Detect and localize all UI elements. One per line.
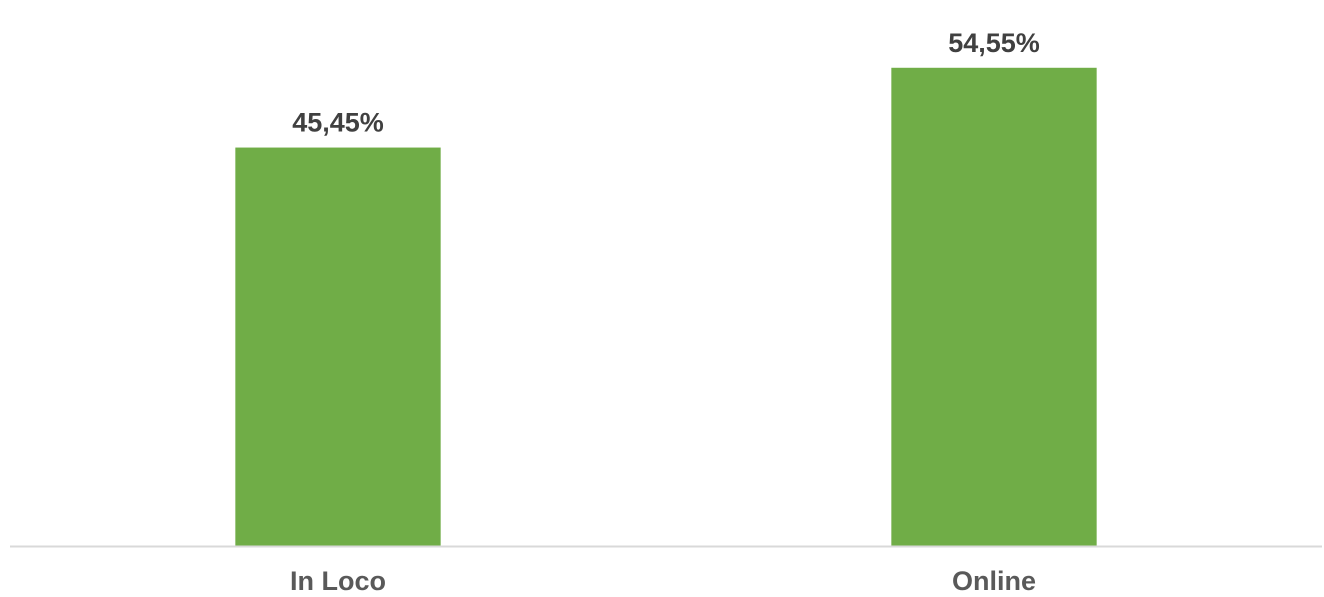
bar-1 xyxy=(891,67,1097,547)
data-label-0: 45,45% xyxy=(292,108,384,138)
x-tick-labels-group: In Loco Online xyxy=(290,566,1036,596)
x-tick-label-0: In Loco xyxy=(290,566,386,596)
bar-0 xyxy=(235,147,441,546)
data-label-1: 54,55% xyxy=(948,28,1040,58)
bars-group xyxy=(235,67,1097,547)
data-labels-group: 45,45% 54,55% xyxy=(292,28,1040,138)
x-tick-label-1: Online xyxy=(952,566,1036,596)
